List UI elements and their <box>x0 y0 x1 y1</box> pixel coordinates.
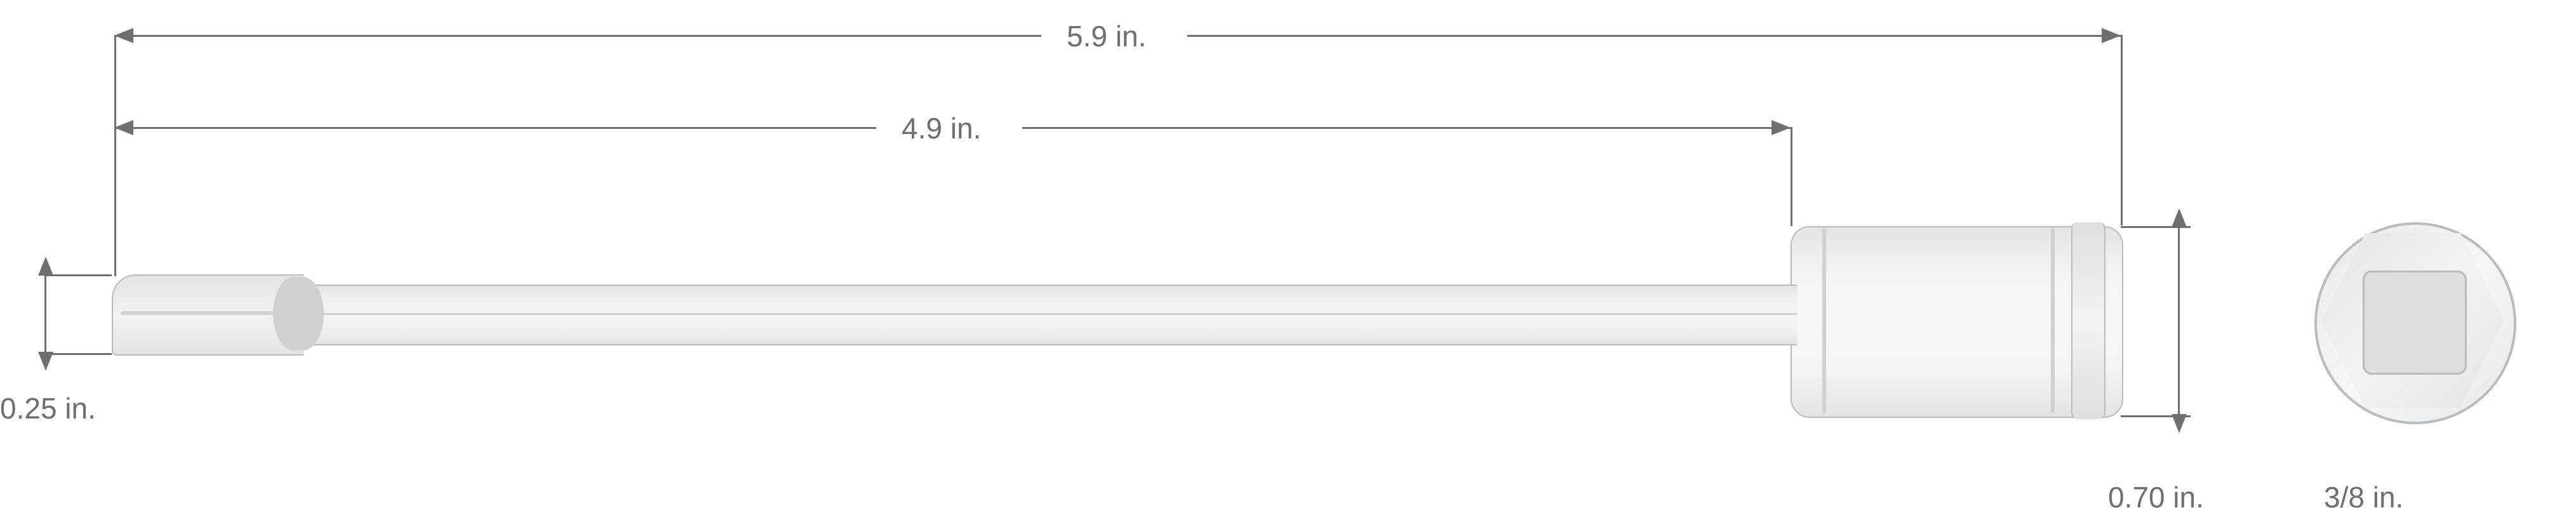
endview-square-drive <box>2363 271 2467 375</box>
tip-slot <box>121 311 279 315</box>
shaft-centerline <box>298 313 1797 315</box>
socket-groove-2 <box>2051 229 2055 413</box>
dim-shaft-label: 4.9 in. <box>902 114 981 143</box>
dim-tip-label: 0.25 in. <box>0 394 96 423</box>
dim-socket-wit-bot <box>2121 415 2191 417</box>
shaft <box>298 285 1797 345</box>
dim-shaft-arrow-right <box>1772 120 1791 135</box>
dim-tip-wit-bot <box>44 353 112 355</box>
dimension-diagram: 5.9 in. 4.9 in. 0.25 in. 0.70 in. 3/8 in… <box>0 0 2576 529</box>
dim-socket-arrow-top <box>2172 208 2187 227</box>
dim-tip-line <box>44 274 46 353</box>
dim-socket-wit-top <box>2121 226 2191 228</box>
dim-tip-wit-top <box>44 274 112 276</box>
dim-socket-line <box>2178 226 2180 415</box>
dim-overall-ext-left <box>114 35 116 276</box>
socket-groove-1 <box>1822 229 1826 413</box>
dim-overall-arrow-right <box>2102 28 2121 43</box>
dim-shaft-arrow-left <box>114 120 133 135</box>
dim-overall-label: 5.9 in. <box>1067 22 1146 51</box>
dim-overall-arrow-left <box>114 28 133 43</box>
dim-socket-label: 0.70 in. <box>2108 483 2204 512</box>
tip-blend <box>273 277 324 351</box>
dim-drive-label: 3/8 in. <box>2324 483 2403 512</box>
dim-overall-ext-right <box>2121 35 2123 225</box>
socket-rib <box>2071 222 2106 419</box>
dim-shaft-ext-right <box>1791 127 1792 226</box>
dim-tip-arrow-top <box>38 257 53 276</box>
